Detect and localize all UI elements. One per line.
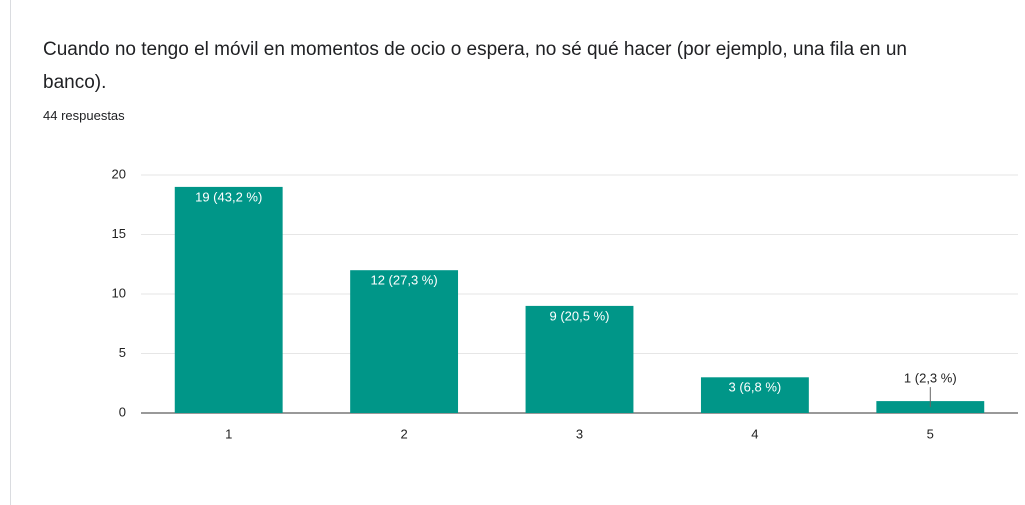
x-tick-label: 2	[400, 426, 407, 441]
x-tick-label: 1	[225, 426, 232, 441]
y-tick-label: 15	[112, 226, 126, 241]
data-label: 3 (6,8 %)	[729, 380, 782, 395]
y-tick-label: 10	[112, 285, 126, 300]
x-tick-label: 4	[751, 426, 758, 441]
y-tick-label: 0	[119, 404, 126, 419]
question-title: Cuando no tengo el móvil en momentos de …	[43, 39, 907, 93]
x-tick-label: 3	[576, 426, 583, 441]
response-count: 44 respuestas	[43, 108, 125, 123]
bar	[350, 270, 459, 413]
data-label: 1 (2,3 %)	[904, 371, 957, 386]
bar	[174, 186, 283, 413]
y-tick-label: 5	[119, 345, 126, 360]
card: Cuando no tengo el móvil en momentos de …	[10, 0, 1025, 505]
y-tick-label: 20	[112, 166, 126, 181]
data-label: 12 (27,3 %)	[370, 273, 437, 288]
data-label: 19 (43,2 %)	[195, 189, 262, 204]
bar	[700, 377, 809, 413]
data-label: 9 (20,5 %)	[550, 308, 610, 323]
x-tick-label: 5	[927, 426, 934, 441]
bar	[525, 305, 634, 413]
